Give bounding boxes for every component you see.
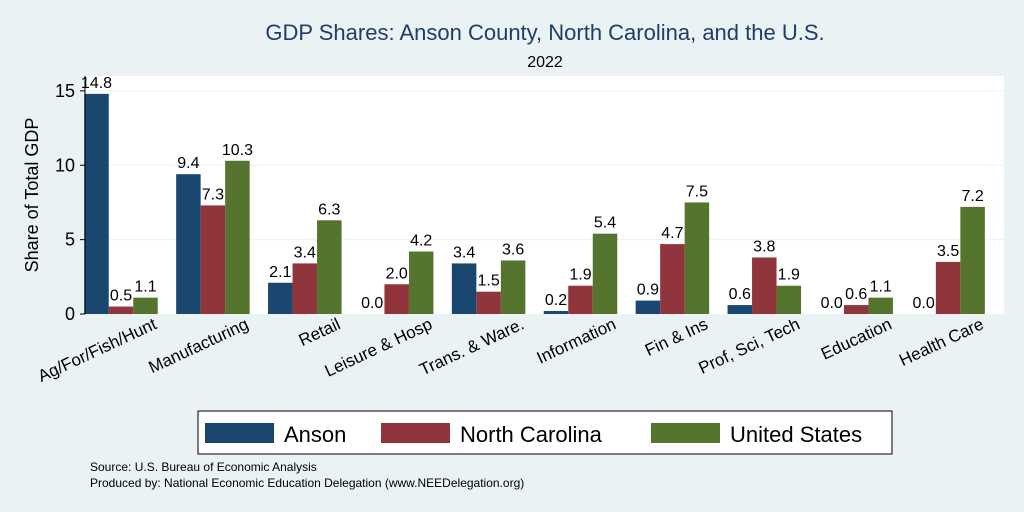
bar-united-states-retail [317,220,342,314]
bar-north-carolina-information [568,285,593,314]
data-labels-group: 14.80.51.19.47.310.32.13.46.30.02.04.23.… [81,75,984,312]
data-label-north-carolina-manufacturing: 7.3 [202,186,224,203]
data-label-north-carolina-health-care: 3.5 [937,243,959,260]
bar-united-states-manufacturing [225,160,250,314]
legend-swatch-united-states [651,423,720,443]
bar-north-carolina-ag-for-fish-hunt [108,306,134,314]
data-label-north-carolina-education: 0.6 [845,286,867,303]
legend-box [197,410,893,455]
data-label-anson-leisure-hosp: 0.0 [361,295,383,312]
bar-united-states-health-care [960,206,985,314]
bar-anson-manufacturing [176,174,201,314]
bar-north-carolina-manufacturing [200,205,226,314]
chart-title: GDP Shares: Anson County, North Carolina… [265,20,824,45]
y-axis-label: Share of Total GDP [22,118,42,273]
data-label-anson-education: 0.0 [821,295,843,312]
data-label-united-states-health-care: 7.2 [961,188,983,205]
bar-north-carolina-fin-ins [660,244,685,314]
data-label-anson-prof-sci-tech: 0.6 [729,286,751,303]
bars-group [84,93,985,314]
y-axis-ticks: 0 5 10 15 [55,81,85,324]
data-label-united-states-ag-for-fish-hunt: 1.1 [134,279,156,296]
data-label-north-carolina-ag-for-fish-hunt: 0.5 [110,288,132,305]
bar-united-states-leisure-hosp [408,251,434,314]
chart-subtitle: 2022 [527,54,563,71]
y-tick-label: 0 [65,304,75,324]
bar-north-carolina-health-care [935,261,961,314]
data-label-anson-health-care: 0.0 [912,295,934,312]
legend-swatch-anson [205,423,274,443]
bar-anson-retail [268,282,293,314]
bar-united-states-trans-ware [500,260,526,314]
data-label-north-carolina-information: 1.9 [569,267,591,284]
data-label-united-states-prof-sci-tech: 1.9 [778,267,800,284]
data-label-anson-information: 0.2 [545,292,567,309]
bar-united-states-ag-for-fish-hunt [133,297,158,314]
y-tick-label: 5 [65,230,75,250]
bar-north-carolina-prof-sci-tech [752,257,777,314]
data-label-anson-retail: 2.1 [269,264,291,281]
bar-anson-information [543,311,569,314]
legend-swatch-north-carolina [381,423,450,443]
bar-north-carolina-education [843,305,869,314]
bar-anson-prof-sci-tech [727,305,753,314]
data-label-north-carolina-trans-ware: 1.5 [477,273,499,290]
bar-united-states-fin-ins [684,202,710,314]
y-tick-label: 15 [55,81,75,101]
data-label-north-carolina-fin-ins: 4.7 [661,225,683,242]
data-label-united-states-information: 5.4 [594,215,616,232]
data-label-anson-fin-ins: 0.9 [637,282,659,299]
legend-label-united-states: United States [730,422,862,447]
bar-north-carolina-trans-ware [476,291,501,314]
produced-by-note: Produced by: National Economic Education… [90,476,524,490]
data-label-united-states-leisure-hosp: 4.2 [410,233,432,250]
data-label-north-carolina-leisure-hosp: 2.0 [386,265,408,282]
data-label-united-states-education: 1.1 [870,279,892,296]
bar-united-states-education [868,297,893,314]
data-label-united-states-trans-ware: 3.6 [502,241,524,258]
data-label-anson-manufacturing: 9.4 [177,155,199,172]
bar-north-carolina-retail [292,263,318,314]
bar-united-states-information [592,233,618,314]
data-label-anson-trans-ware: 3.4 [453,244,475,261]
legend: Anson North Carolina United States [197,410,893,455]
legend-label-north-carolina: North Carolina [460,422,603,447]
data-label-united-states-fin-ins: 7.5 [686,183,708,200]
data-label-united-states-retail: 6.3 [318,201,340,218]
bar-anson-trans-ware [451,263,477,314]
y-tick-label: 10 [55,155,75,175]
data-label-north-carolina-prof-sci-tech: 3.8 [753,238,775,255]
bar-united-states-prof-sci-tech [776,285,802,314]
bar-anson-fin-ins [635,300,661,314]
data-label-united-states-manufacturing: 10.3 [222,142,253,159]
data-label-anson-ag-for-fish-hunt: 14.8 [81,75,112,92]
source-note: Source: U.S. Bureau of Economic Analysis [90,460,317,474]
bar-north-carolina-leisure-hosp [384,284,409,314]
legend-label-anson: Anson [284,422,346,447]
data-label-north-carolina-retail: 3.4 [294,244,316,261]
bar-anson-ag-for-fish-hunt [84,93,109,314]
